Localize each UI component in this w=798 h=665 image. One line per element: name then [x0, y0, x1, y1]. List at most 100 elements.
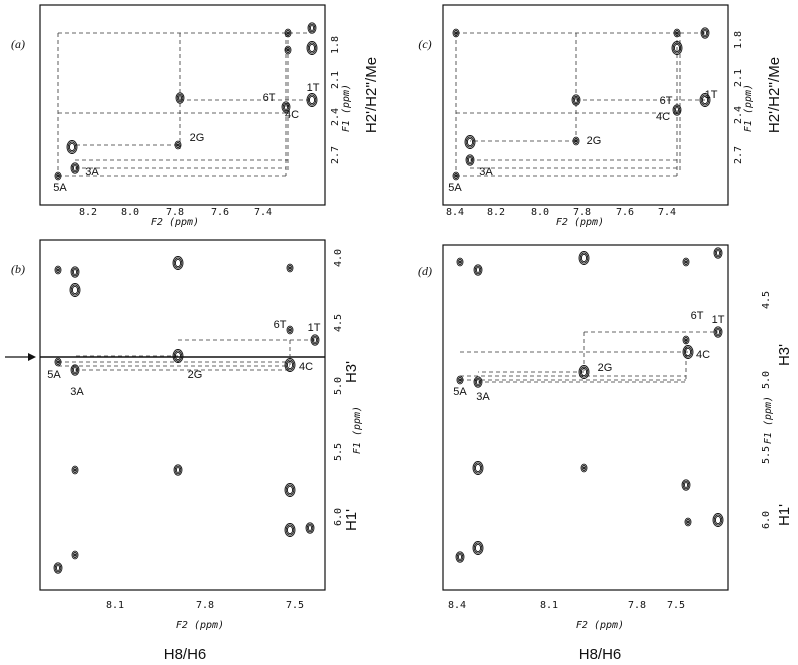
contour	[175, 467, 181, 473]
x-tick-label: 7.6	[211, 207, 229, 218]
y-tick-label: 5.5	[761, 446, 772, 464]
contour	[474, 377, 482, 387]
panel-label: (c)	[418, 37, 431, 51]
contour	[674, 30, 680, 36]
contour	[285, 359, 295, 371]
contour	[466, 137, 474, 147]
peak-label: 1T	[712, 314, 725, 326]
contour	[683, 259, 689, 265]
contour	[71, 285, 79, 295]
contour	[715, 329, 721, 335]
x-tick-label: 7.8	[196, 600, 214, 611]
peak-label: 2G	[587, 135, 602, 147]
contour	[473, 264, 483, 276]
contour	[283, 104, 289, 110]
peak-label: 5A	[47, 369, 61, 381]
x-axis-title: F2 (ppm)	[576, 620, 624, 631]
contour	[714, 327, 722, 337]
contour	[72, 552, 78, 558]
contour	[287, 327, 293, 333]
contour	[312, 337, 318, 343]
contour	[56, 360, 60, 364]
x-tick-label: 8.2	[487, 207, 505, 218]
contour	[281, 101, 291, 113]
contour	[457, 554, 463, 560]
peak-label: 2G	[188, 369, 203, 381]
contour	[288, 266, 292, 270]
contour	[473, 542, 483, 554]
contour	[473, 376, 483, 388]
y-tick-label: 6.0	[761, 511, 772, 529]
x-tick-label: 7.5	[667, 600, 685, 611]
y-tick-label: 2.4	[733, 106, 744, 124]
y-tick-label: 2.1	[330, 71, 341, 89]
contour	[684, 260, 688, 264]
contour	[672, 104, 682, 116]
contour	[686, 520, 690, 524]
contour	[474, 265, 482, 275]
contour	[311, 335, 319, 345]
contour	[715, 250, 721, 256]
side-label: H3'	[343, 361, 360, 383]
contour	[681, 479, 691, 491]
contour	[70, 266, 80, 278]
contour	[672, 42, 682, 54]
contour	[175, 92, 185, 104]
contour	[310, 334, 320, 346]
peak-label: 5A	[453, 386, 467, 398]
contour	[176, 143, 180, 147]
peak-label: 4C	[285, 109, 299, 121]
contour	[683, 482, 689, 488]
contour	[176, 93, 184, 103]
contour	[456, 552, 464, 562]
peak-label: 1T	[308, 322, 321, 334]
contour	[54, 563, 62, 573]
contour	[573, 97, 579, 103]
x-tick-label: 7.5	[286, 600, 304, 611]
x-tick-label: 8.1	[540, 600, 558, 611]
contour	[307, 94, 317, 106]
contour	[69, 283, 81, 297]
x-tick-label: 8.0	[531, 207, 549, 218]
contour	[70, 162, 80, 174]
contour	[453, 173, 459, 179]
contour	[454, 174, 458, 178]
peak-label: 3A	[476, 391, 490, 403]
contour	[572, 136, 580, 146]
contour	[286, 325, 294, 335]
contour	[474, 543, 482, 553]
contour	[673, 43, 681, 53]
y-tick-label: 2.4	[330, 108, 341, 126]
contour	[72, 467, 78, 473]
contour	[700, 27, 710, 39]
x-tick-label: 8.0	[121, 207, 139, 218]
contour	[173, 464, 183, 476]
contour	[682, 257, 690, 267]
y-tick-label: 4.5	[761, 291, 772, 309]
x-axis-title: F2 (ppm)	[176, 620, 224, 631]
contour	[580, 367, 588, 377]
contour	[452, 171, 460, 181]
peak-label: 6T	[660, 95, 673, 107]
contour	[286, 31, 290, 35]
contour	[56, 174, 60, 178]
contour	[174, 258, 182, 268]
contour	[458, 260, 462, 264]
contour	[464, 135, 476, 149]
contour	[174, 465, 182, 475]
contour	[581, 465, 587, 471]
peak-label: 2G	[598, 362, 613, 374]
x-tick-label: 8.4	[448, 600, 466, 611]
contour	[307, 22, 317, 34]
contour	[71, 465, 79, 475]
contour	[574, 139, 578, 143]
contour	[674, 107, 680, 113]
y-axis-title: F1 (ppm)	[743, 84, 754, 132]
contour	[54, 357, 62, 367]
contour	[306, 41, 318, 55]
x-tick-label: 8.1	[106, 600, 124, 611]
contour	[700, 94, 710, 106]
contour	[72, 367, 78, 373]
contour	[308, 23, 316, 33]
contour	[71, 550, 79, 560]
